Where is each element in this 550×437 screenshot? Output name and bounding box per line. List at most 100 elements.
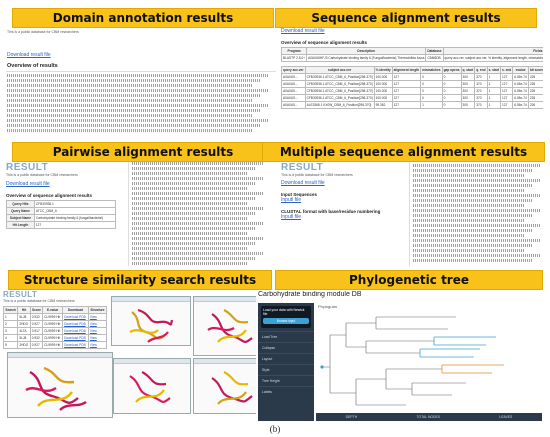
text-line xyxy=(413,189,525,192)
browse-input-button[interactable]: Browse input xyxy=(263,318,309,324)
table-row: A0A0U5... CFB30936.1 ATCC_CBM_6_Position[… xyxy=(281,80,543,88)
table-link-cell[interactable]: View xyxy=(87,341,108,349)
table-header-cell: Hit xyxy=(17,306,31,314)
phylo-menu-item[interactable]: Load Tree xyxy=(258,331,314,342)
table-row: Query Name ATCC_CBM_6 xyxy=(6,207,117,215)
pairwise-logo: RESULT xyxy=(6,162,49,173)
table-link-cell[interactable]: Download PDB xyxy=(62,320,89,328)
table-cell: A0A0U5... xyxy=(281,80,306,88)
input-file-link[interactable]: Inputl file xyxy=(281,197,302,203)
table-row: Subject Name Carbohydrate binding family … xyxy=(6,214,117,222)
text-line xyxy=(413,209,541,212)
phylo-sidebar: Load your data with Newick file Browse i… xyxy=(258,303,314,421)
text-line xyxy=(132,262,248,265)
table-header-cell: Description xyxy=(306,47,427,55)
table-cell: 300 xyxy=(460,80,476,88)
text-line xyxy=(132,192,264,195)
text-line xyxy=(413,184,533,187)
text-line xyxy=(132,222,264,225)
table-row: 2 2HDO 0.927 CL9999 Hit Download PDB View xyxy=(3,320,108,328)
msa-alignment-text xyxy=(409,162,543,266)
table-link-cell[interactable]: Download PDB xyxy=(62,313,89,321)
table-cell: 0.932 xyxy=(29,334,44,342)
text-line xyxy=(413,239,541,242)
structure-viewer-window-4[interactable] xyxy=(113,358,191,414)
table-header-cell: Program xyxy=(281,47,308,55)
table-header-cell: Download xyxy=(62,306,89,314)
table-cell: 0 xyxy=(441,101,462,109)
table-cell: 0 xyxy=(441,73,462,81)
text-line xyxy=(7,114,253,117)
table-header-cell: s. end xyxy=(500,66,514,74)
multiple-logo: RESULT xyxy=(281,162,324,173)
table-cell: 370 xyxy=(474,94,488,102)
table-cell: 127 xyxy=(500,94,514,102)
phylo-menu-item[interactable]: Style xyxy=(258,364,314,375)
table-row: 4 5LJ8 0.932 CL9999 Hit Download PDB View xyxy=(3,334,108,342)
text-line xyxy=(132,167,256,170)
pairwise-overview-title: Overview of sequence alignment results xyxy=(6,193,93,198)
text-line xyxy=(7,89,269,92)
domain-tagline: This is a public database for CBM resear… xyxy=(7,30,79,34)
table-cell: 127 xyxy=(391,94,422,102)
phylo-menu-item[interactable]: Labels xyxy=(258,386,314,397)
clustal-file-link[interactable]: Inputl file xyxy=(281,214,302,220)
table-cell: A0A0U5... xyxy=(281,101,306,109)
text-line xyxy=(132,217,248,220)
multiple-download-link[interactable]: Download result file xyxy=(281,180,325,186)
table-link-cell[interactable]: Download PDB xyxy=(62,327,89,335)
table-cell: CBM6DB xyxy=(425,54,444,62)
sequence-download-link[interactable]: Download result file xyxy=(281,28,325,34)
table-cell: 99.382 xyxy=(373,101,393,109)
table-cell: 370 xyxy=(474,87,488,95)
table-cell: CFB30936.1 ATCC_CBM_6_Position[298-370] xyxy=(304,87,375,95)
table-header-cell: Database xyxy=(425,47,444,55)
text-line xyxy=(413,259,533,262)
structure-viewer-window-1[interactable] xyxy=(111,296,191,346)
text-line xyxy=(132,172,248,175)
phylo-menu-item[interactable]: Tree Height xyxy=(258,375,314,386)
text-line xyxy=(413,254,541,257)
text-line xyxy=(7,79,261,82)
table-link-cell[interactable]: Download PDB xyxy=(62,334,89,342)
table-cell: 226 xyxy=(527,101,543,109)
table-cell: 127 xyxy=(391,87,422,95)
text-line xyxy=(132,207,264,210)
text-line xyxy=(7,109,261,112)
table-cell: 0 xyxy=(420,94,443,102)
table-link-cell[interactable]: View xyxy=(87,313,108,321)
phylo-menu-item[interactable]: Collapse xyxy=(258,342,314,353)
table-cell: 127 xyxy=(391,73,422,81)
table-link-cell[interactable]: Download PDB xyxy=(62,341,89,349)
text-line xyxy=(132,197,256,200)
table-link-cell[interactable]: View xyxy=(87,320,108,328)
table-link-cell[interactable]: View xyxy=(87,327,108,335)
phylo-menu-item[interactable]: Layout xyxy=(258,353,314,364)
multiple-tagline: This is a public database for CBM resear… xyxy=(281,173,353,177)
text-line xyxy=(7,129,253,132)
phylo-footer-stat: LEAVES xyxy=(499,415,513,419)
table-cell: 0.917 xyxy=(29,327,44,335)
pairwise-info-table: Query Hits CFB30936.1 Query Name ATCC_CBM_6… xyxy=(6,200,117,229)
text-line xyxy=(413,169,533,172)
domain-download-link[interactable]: Download result file xyxy=(7,52,51,58)
table-link-cell[interactable]: View xyxy=(87,334,108,342)
table-cell: 100.000 xyxy=(373,94,393,102)
table-header-cell: s. start xyxy=(486,66,502,74)
structure-viewer-window-3[interactable] xyxy=(7,352,113,418)
table-cell: 4LTA xyxy=(17,327,31,335)
pairwise-download-link[interactable]: Download result file xyxy=(6,181,50,187)
table-row: 3 4LTA 0.917 CL9999 Hit Download PDB View xyxy=(3,327,108,335)
table-cell: 127 xyxy=(391,80,422,88)
table-cell: 4 xyxy=(3,334,19,342)
text-line xyxy=(413,204,525,207)
table-cell: query acc.ver, subject acc.ver, % identi… xyxy=(442,54,543,62)
phylogram-label: Phylogram xyxy=(318,304,338,309)
table-cell: ATCC_CBM_6 xyxy=(33,207,117,215)
table-cell: ALE3368.1 KX0W_CBM_6_Position[298-370] xyxy=(304,101,375,109)
table-header-cell: Structure xyxy=(87,306,108,314)
table-row: A0A0U5... CFB30936.1 ATCC_CBM_6_Position[… xyxy=(281,73,543,81)
table-header-cell: Search xyxy=(3,306,19,314)
table-cell: A0A0U5... xyxy=(281,87,306,95)
phylo-load-box: Load your data with Newick file Browse i… xyxy=(261,306,311,328)
